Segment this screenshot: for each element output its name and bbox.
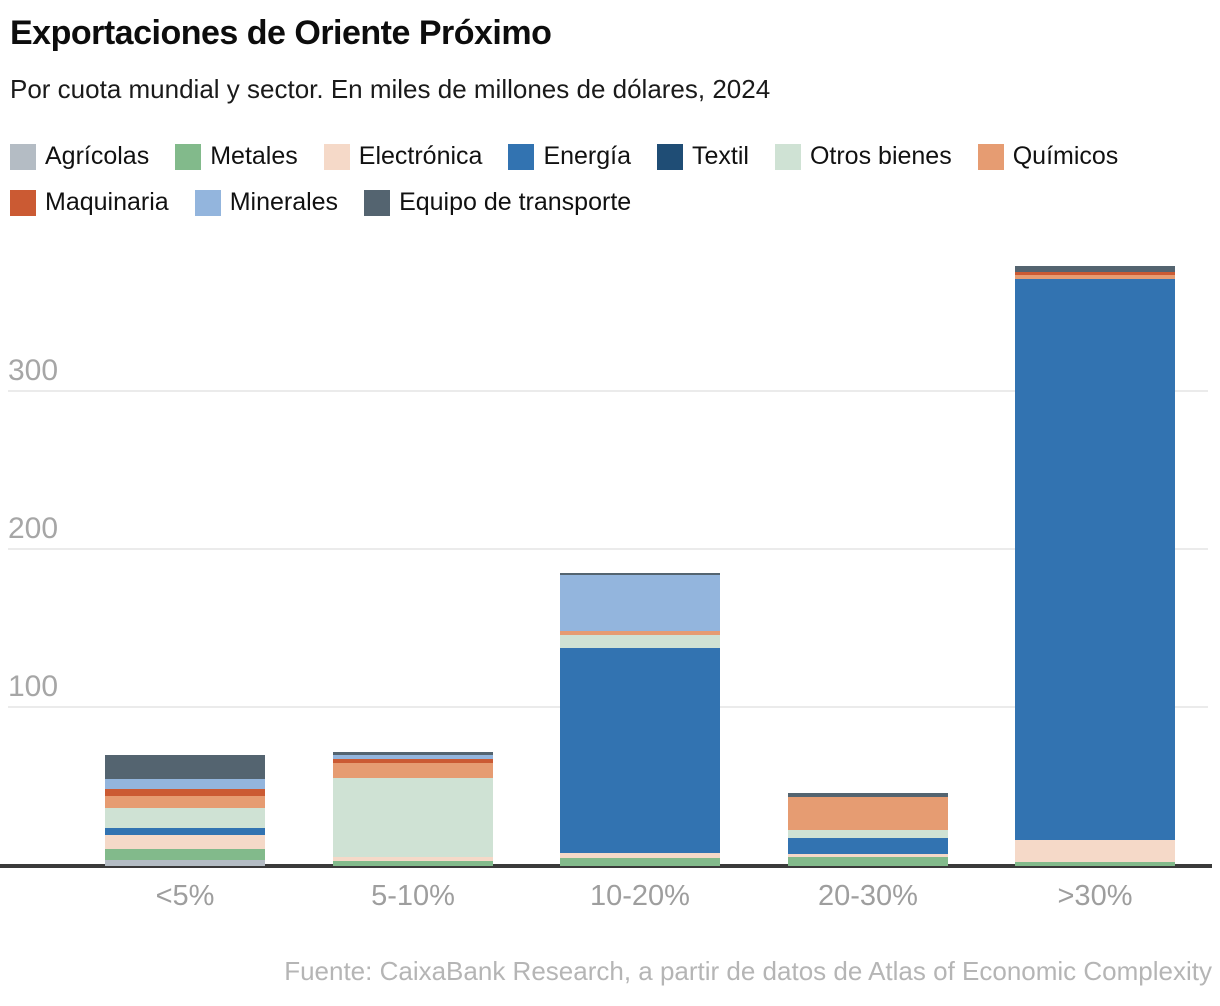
source-note: Fuente: CaixaBank Research, a partir de … — [284, 956, 1212, 986]
legend-item-equipo-de-transporte: Equipo de transporte — [364, 188, 631, 217]
bar-10-20% — [560, 572, 720, 866]
bar-segment-equipo-de-transporte — [105, 755, 265, 780]
legend-item-minerales: Minerales — [194, 188, 339, 217]
bar-segment-maquinaria — [1015, 271, 1175, 276]
legend-item-maquinaria: Maquinaria — [10, 188, 169, 217]
bar-segment-electrónica — [1015, 839, 1175, 863]
legend-item-otros-bienes: Otros bienes — [774, 142, 952, 171]
legend-item-químicos: Químicos — [977, 142, 1119, 171]
x-axis-label-20-30%: 20-30% — [818, 880, 918, 912]
bar-segment-metales — [1015, 862, 1175, 866]
bar-segment-maquinaria — [333, 758, 493, 763]
chart-title: Exportaciones de Oriente Próximo — [10, 14, 552, 52]
gridline-200 — [8, 548, 1208, 550]
legend-label: Energía — [543, 142, 631, 170]
legend-swatch-icon — [657, 143, 683, 170]
y-tick-label-100: 100 — [8, 670, 59, 703]
y-tick-label-300: 300 — [8, 354, 59, 387]
legend: Agrícolas Metales Electrónica Energía Textil… — [10, 142, 1215, 234]
bar-segment-minerales — [560, 575, 720, 631]
y-tick-label-200: 200 — [8, 512, 59, 545]
bar-segment-químicos — [788, 796, 948, 831]
x-axis-label-5-10%: 5-10% — [371, 880, 455, 912]
legend-label: Textil — [692, 142, 749, 170]
bar-segment-electrónica — [788, 854, 948, 858]
bar-segment-otros-bienes — [105, 807, 265, 829]
bar-segment-energía — [1015, 279, 1175, 840]
bar-segment-electrónica — [105, 835, 265, 850]
legend-item-metales: Metales — [175, 142, 298, 171]
bar-segment-metales — [333, 861, 493, 866]
bar-5-10% — [333, 752, 493, 866]
legend-label: Otros bienes — [809, 142, 952, 170]
legend-label: Maquinaria — [45, 188, 169, 216]
bar-segment-electrónica — [560, 853, 720, 859]
legend-label: Agrícolas — [45, 142, 150, 170]
bar-segment-otros-bienes — [560, 634, 720, 648]
legend-swatch-icon — [10, 189, 36, 216]
plot-area: 100 200 300 — [0, 230, 1220, 868]
bar-20-30% — [788, 793, 948, 866]
legend-swatch-icon — [364, 189, 391, 216]
legend-row: Maquinaria Minerales Equipo de transporte — [10, 188, 1215, 217]
x-axis-label->30%: >30% — [1057, 880, 1133, 912]
legend-swatch-icon — [774, 143, 801, 170]
bar-segment-otros-bienes — [788, 830, 948, 838]
legend-label: Metales — [210, 142, 298, 170]
bar-segment-químicos — [560, 630, 720, 635]
bar-segment-otros-bienes — [333, 778, 493, 858]
legend-swatch-icon — [977, 143, 1004, 170]
x-axis-line — [0, 864, 1212, 868]
bar-segment-electrónica — [333, 857, 493, 862]
bar-segment-equipo-de-transporte — [788, 793, 948, 797]
bar-segment-energía — [560, 647, 720, 854]
bar-segment-minerales — [333, 754, 493, 759]
legend-item-textil: Textil — [657, 142, 749, 171]
chart-subtitle: Por cuota mundial y sector. En miles de … — [10, 74, 771, 104]
x-axis-label-<5%: <5% — [155, 880, 215, 912]
bar-segment-equipo-de-transporte — [1015, 265, 1175, 272]
legend-swatch-icon — [194, 189, 221, 216]
legend-label: Equipo de transporte — [399, 188, 632, 216]
bar-segment-minerales — [105, 779, 265, 790]
bar-segment-equipo-de-transporte — [333, 752, 493, 755]
gridline-300 — [8, 390, 1208, 392]
bar-segment-agrícolas — [105, 860, 265, 866]
legend-label: Minerales — [229, 188, 339, 216]
bar-segment-maquinaria — [105, 789, 265, 796]
legend-item-energía: Energía — [508, 142, 631, 171]
legend-label: Electrónica — [358, 142, 483, 170]
legend-swatch-icon — [508, 143, 535, 170]
bar-segment-químicos — [105, 795, 265, 808]
legend-item-electrónica: Electrónica — [323, 142, 483, 171]
x-axis-label-10-20%: 10-20% — [590, 880, 690, 912]
bar-segment-químicos — [333, 762, 493, 779]
bar-segment-energía — [105, 828, 265, 836]
bar-segment-metales — [788, 857, 948, 866]
bar-segment-químicos — [1015, 275, 1175, 280]
bar-segment-metales — [560, 858, 720, 866]
bar-segment-energía — [788, 837, 948, 855]
bar->30% — [1015, 265, 1175, 866]
bar-segment-metales — [105, 849, 265, 861]
bar-<5% — [105, 755, 265, 866]
legend-row: Agrícolas Metales Electrónica Energía Textil… — [10, 142, 1215, 171]
legend-item-agrícolas: Agrícolas — [10, 142, 149, 171]
legend-swatch-icon — [10, 143, 36, 170]
bar-segment-equipo-de-transporte — [560, 572, 720, 576]
legend-label: Químicos — [1012, 142, 1119, 170]
legend-swatch-icon — [175, 143, 202, 170]
legend-swatch-icon — [323, 143, 350, 170]
